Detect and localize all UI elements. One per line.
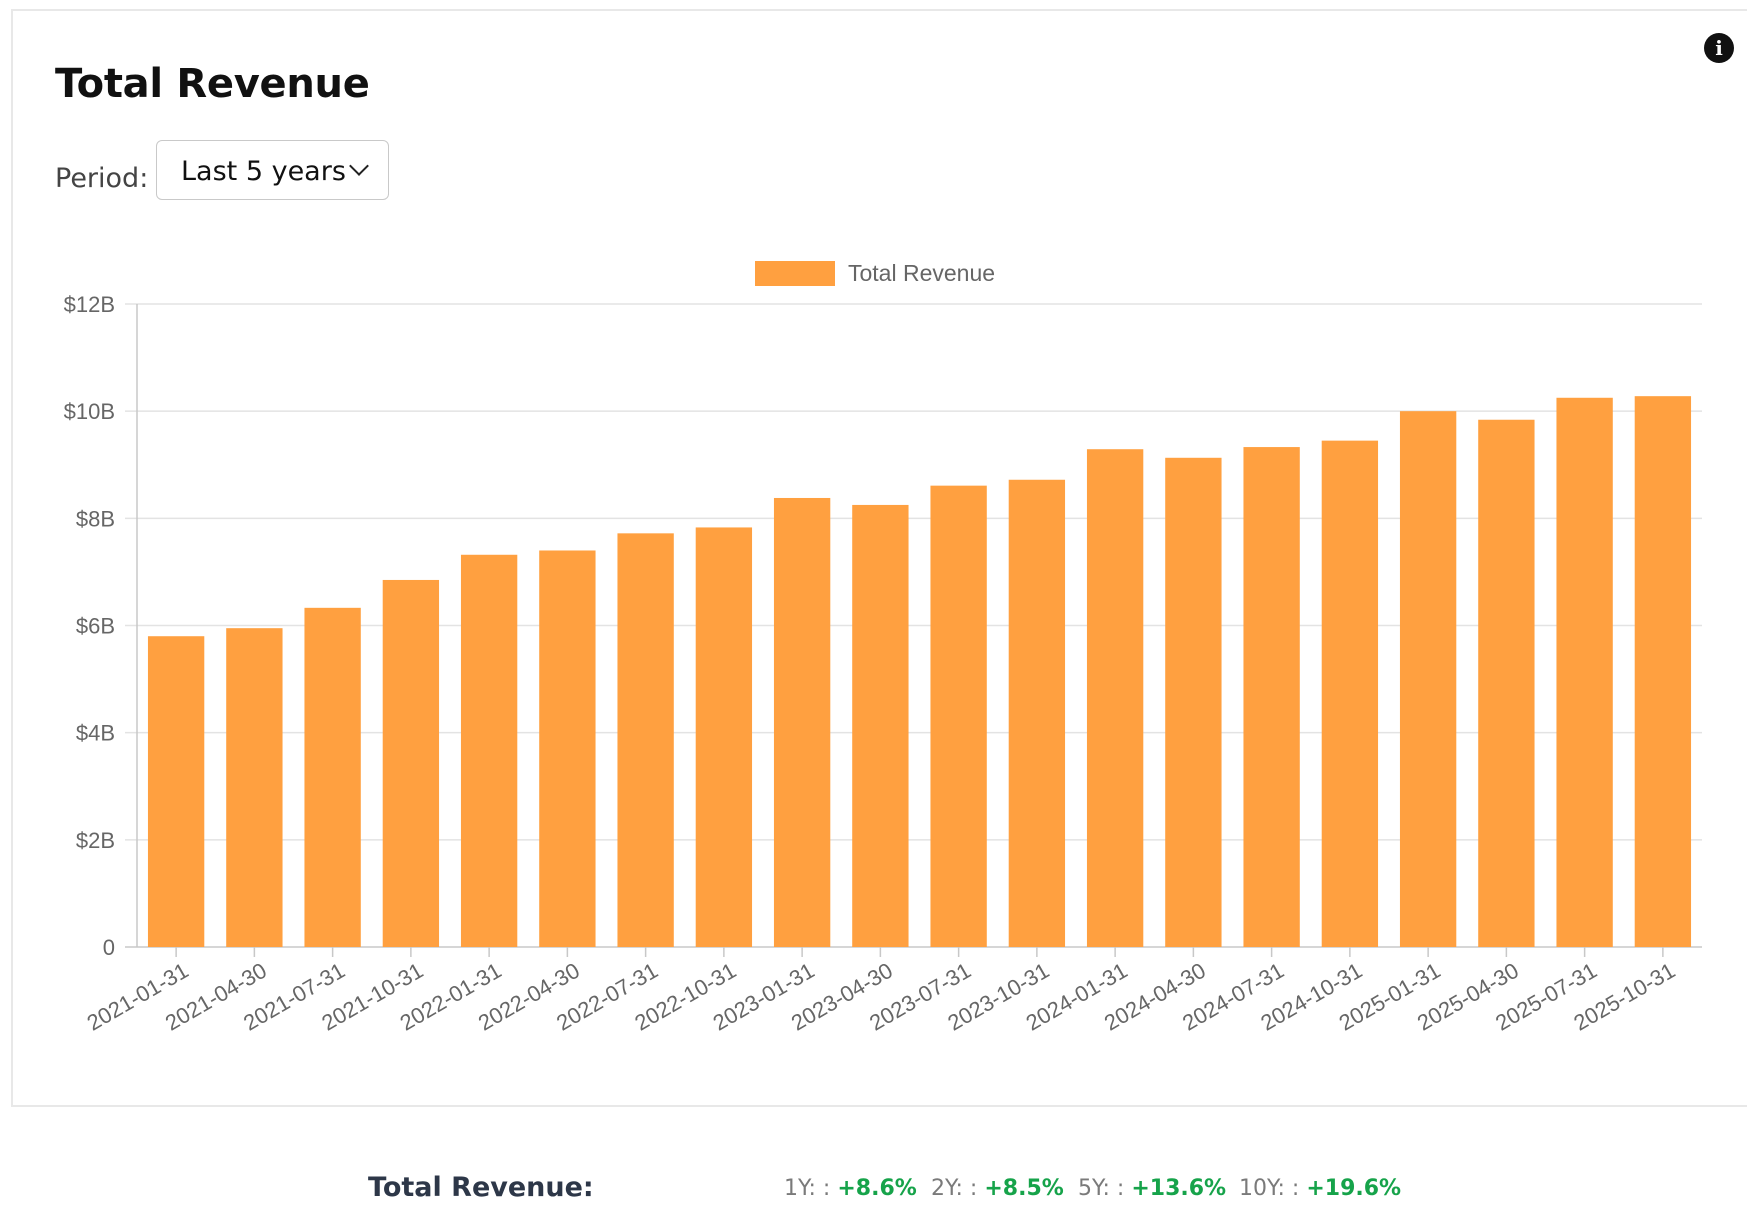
bar [1086,449,1144,947]
bar [852,504,909,947]
bar [930,485,987,947]
page-title: Total Revenue [55,61,370,107]
bar [382,579,440,947]
bar [1243,447,1300,947]
summary-stat-value: +8.6% [837,1176,917,1201]
bar [1399,411,1457,948]
summary-stat-key: 10Y: : [1239,1176,1300,1201]
summary-stat-1y: 1Y: : +8.6% [784,1176,917,1201]
y-tick-label: $12B [64,292,115,317]
summary-stat-key: 2Y: : [931,1176,978,1201]
period-select-value: Last 5 years [181,156,346,187]
bar [695,527,753,947]
y-tick-label: $6B [76,614,115,639]
revenue-bar-chart: 0$2B$4B$6B$8B$10B$12B2021-01-312021-04-3… [64,260,1702,1036]
y-tick-label: $10B [64,399,115,424]
summary-stat-key: 5Y: : [1078,1176,1125,1201]
y-tick-label: $2B [76,828,115,853]
summary-stat-value: +8.5% [984,1176,1064,1201]
bar [539,550,596,947]
y-tick-label: $4B [76,721,115,746]
period-label: Period: [55,163,149,194]
bar [147,636,205,947]
summary-label: Total Revenue: [368,1172,594,1203]
period-select[interactable]: Last 5 years [156,140,389,200]
bar [1556,397,1613,947]
bar [617,533,674,947]
legend-label: Total Revenue [848,260,995,286]
summary-stat-value: +13.6% [1131,1176,1227,1201]
summary-stat-10y: 10Y: : +19.6% [1239,1176,1401,1201]
bar [1008,479,1066,947]
bar [1634,396,1692,947]
y-tick-label: $8B [76,506,115,531]
bar [304,607,361,947]
info-icon[interactable]: i [1704,33,1734,63]
bar [1478,419,1535,947]
bar [226,628,283,947]
y-tick-label: 0 [103,935,115,960]
bar [773,497,831,947]
summary-stat-2y: 2Y: : +8.5% [931,1176,1064,1201]
bar [1165,457,1222,947]
bar [460,554,518,947]
legend-swatch [755,261,835,286]
summary-stat-value: +19.6% [1306,1176,1402,1201]
bar [1321,440,1379,947]
summary-stat-5y: 5Y: : +13.6% [1078,1176,1226,1201]
summary-stat-key: 1Y: : [784,1176,831,1201]
